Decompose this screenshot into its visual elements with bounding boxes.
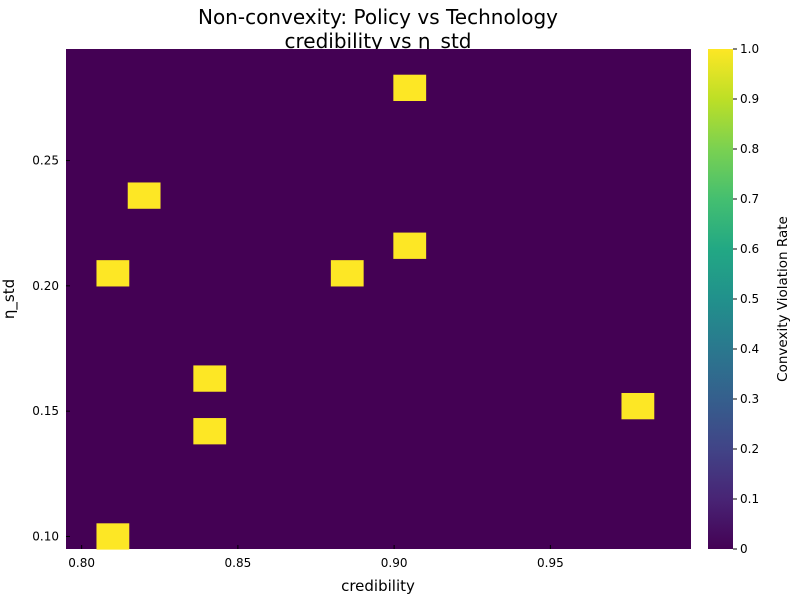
heatmap-cell-7 <box>393 74 427 102</box>
y-axis-ticks: 0.10 0.15 0.20 0.25 <box>32 154 70 543</box>
colorbar-tick-label: 0.5 <box>740 292 759 306</box>
heatmap-cells <box>96 74 655 550</box>
y-tick-label: 0.25 <box>32 154 59 168</box>
heatmap-cell-8 <box>621 392 655 420</box>
y-axis-label: η_std <box>0 279 19 319</box>
heatmap-cell-6 <box>393 232 427 259</box>
colorbar-tick-label: 0.9 <box>740 92 759 106</box>
colorbar-tick-label: 0.7 <box>740 192 759 206</box>
colorbar-tick-label: 0.2 <box>740 442 759 456</box>
y-tick-label: 0.15 <box>32 404 59 418</box>
x-axis-ticks: 0.80 0.85 0.90 0.95 <box>68 545 564 570</box>
heatmap-cell-2 <box>127 182 161 209</box>
heatmap-cell-0 <box>96 523 130 550</box>
plot-background <box>66 49 691 549</box>
colorbar <box>708 49 733 549</box>
heatmap-cell-3 <box>193 418 227 445</box>
y-tick-label: 0.20 <box>32 279 59 293</box>
colorbar-ticks: 0 0.1 0.2 0.3 0.4 0.5 0.6 0.7 0.8 0.9 1.0 <box>733 42 759 556</box>
colorbar-tick-label: 0 <box>740 542 748 556</box>
x-tick-label: 0.90 <box>381 556 408 570</box>
colorbar-tick-label: 0.1 <box>740 492 759 506</box>
colorbar-tick-label: 0.4 <box>740 342 759 356</box>
heatmap-cell-1 <box>96 260 130 287</box>
x-tick-label: 0.95 <box>537 556 564 570</box>
colorbar-label: Convexity Violation Rate <box>775 216 791 382</box>
chart-title: Non-convexity: Policy vs Technology <box>198 5 558 29</box>
x-axis-label: credibility <box>341 577 415 595</box>
heatmap-cell-4 <box>193 365 227 392</box>
colorbar-tick-label: 0.3 <box>740 392 759 406</box>
x-tick-label: 0.80 <box>68 556 95 570</box>
colorbar-tick-label: 0.8 <box>740 142 759 156</box>
heatmap-cell-5 <box>330 260 364 287</box>
x-tick-label: 0.85 <box>225 556 252 570</box>
y-tick-label: 0.10 <box>32 529 59 543</box>
colorbar-tick-label: 0.6 <box>740 242 759 256</box>
colorbar-tick-label: 1.0 <box>740 42 759 56</box>
